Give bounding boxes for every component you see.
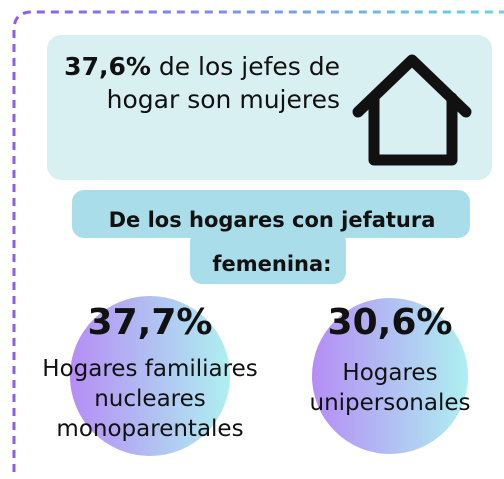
stat-value: 37,7% bbox=[87, 302, 213, 343]
highlight-label: de los jefes de hogar son mujeres bbox=[106, 52, 340, 114]
heading-pill bbox=[72, 190, 470, 238]
highlight-value: 37,6% bbox=[64, 52, 151, 81]
heading: De los hogares con jefatura femenina: bbox=[108, 208, 436, 276]
stat-circle bbox=[312, 298, 468, 454]
highlight-text: 37,6% de los jefes de hogar son mujeres bbox=[60, 50, 340, 116]
heading-pill bbox=[190, 230, 346, 284]
house-icon bbox=[352, 54, 472, 166]
stat-circle bbox=[70, 296, 230, 456]
stat-label: Hogares familiares nucleares monoparenta… bbox=[42, 356, 258, 442]
highlight-box bbox=[47, 35, 492, 180]
stat-value: 30,6% bbox=[327, 302, 453, 343]
stat-label: Hogares unipersonales bbox=[309, 360, 471, 416]
